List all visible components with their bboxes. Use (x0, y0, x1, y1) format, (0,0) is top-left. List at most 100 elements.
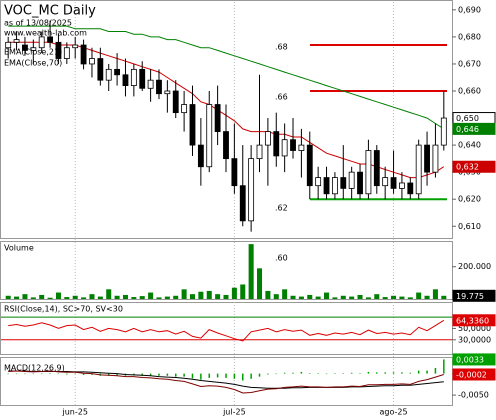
candle-body (365, 150, 372, 195)
volume-bar (240, 284, 246, 299)
volume-bar (248, 244, 254, 299)
histogram-bar (334, 373, 336, 374)
volume-bar (72, 295, 78, 299)
histogram-bar (225, 373, 227, 378)
volume-bar (181, 289, 187, 299)
candle-body (399, 182, 405, 189)
candle-body (357, 171, 363, 195)
volume-bar (215, 294, 221, 299)
y-tick-label: 0,670 (458, 59, 481, 68)
volume-bar (97, 296, 103, 299)
legend-entry: EMA(Close,21) (4, 48, 62, 57)
histogram-bar (359, 373, 361, 374)
candle-body (323, 177, 330, 195)
volume-bar (407, 297, 413, 299)
candle-body (97, 58, 104, 81)
histogram-bar (66, 373, 68, 375)
candle-body (214, 104, 221, 132)
histogram-bar (325, 373, 328, 375)
volume-bar (55, 292, 61, 299)
histogram-bar (7, 373, 9, 375)
candle-body (22, 44, 28, 51)
histogram-bar (174, 373, 177, 377)
candle-body (424, 144, 430, 173)
volume-bar (156, 297, 162, 299)
volume-bar (47, 297, 53, 299)
volume-bar (5, 295, 11, 299)
candle-body (181, 104, 188, 114)
volume-bar (282, 289, 288, 299)
volume-bar (315, 296, 321, 299)
volume-bar (189, 294, 196, 299)
histogram-bar (350, 372, 353, 374)
y-tick-label: 30,0000 (458, 335, 491, 344)
candle-body (130, 68, 137, 86)
histogram-bar (166, 373, 169, 376)
candle-body (189, 104, 196, 146)
annotation: .68 (275, 43, 288, 52)
histogram-bar (417, 370, 420, 374)
volume-bar (340, 295, 346, 299)
last-value-box (452, 314, 496, 327)
last-value-label: 0,632 (456, 163, 479, 172)
candle-body (239, 185, 246, 222)
macd-panel (0, 357, 453, 406)
histogram-bar (376, 372, 378, 374)
last-value-box (452, 160, 496, 173)
candle-body (273, 131, 280, 157)
candle-body (432, 144, 439, 173)
y-tick-label: 200.000 (458, 262, 491, 271)
last-value-label: 64,3360 (456, 316, 489, 325)
candle-body (5, 41, 12, 49)
panel-title: RSI(Close,14), SC>70, SV<30 (4, 305, 123, 314)
histogram-bar (267, 373, 269, 375)
volume-bar (148, 292, 154, 299)
volume-bar (122, 294, 128, 299)
histogram-bar (200, 373, 202, 380)
chart-title: VOC_MC Daily (4, 4, 96, 19)
histogram-bar (233, 373, 236, 379)
histogram-bar (116, 373, 118, 376)
volume-bar (391, 295, 397, 299)
volume-bar (424, 295, 430, 299)
histogram-bar (317, 373, 319, 374)
last-value-label: -0,0002 (456, 370, 487, 379)
candle-body (223, 131, 229, 160)
candle-body (122, 74, 129, 86)
volume-bar (399, 296, 405, 299)
last-value-box (452, 122, 496, 135)
volume-bar (332, 297, 338, 299)
volume-bar (273, 294, 279, 299)
histogram-bar (367, 371, 370, 374)
histogram-bar (300, 371, 303, 374)
candle-body (306, 144, 313, 187)
annotation: .62 (275, 204, 288, 213)
volume-bar (81, 297, 87, 299)
candle-body (382, 177, 389, 187)
volume-bar (39, 294, 45, 299)
candle-body (298, 144, 305, 151)
last-value-box (452, 353, 496, 366)
volume-bar (365, 297, 371, 299)
volume-bar (265, 290, 271, 299)
histogram-bar (401, 372, 403, 374)
volume-bar (64, 297, 70, 299)
plot-layer (1, 2, 452, 405)
candle-body (231, 158, 238, 187)
volume-bar (382, 297, 388, 299)
signal-line (8, 370, 444, 389)
volume-bar (22, 294, 28, 299)
annotation: .60 (275, 254, 288, 263)
candle-body (206, 104, 213, 168)
candle-body (315, 177, 322, 187)
histogram-bar (384, 372, 386, 374)
candle-body (256, 144, 263, 160)
last-value-box (452, 368, 496, 381)
candle-body (164, 90, 171, 95)
y-tick-label: 0,610 (458, 222, 481, 231)
histogram-bar (426, 370, 428, 374)
candle-body (264, 131, 271, 146)
histogram-bar (242, 373, 244, 381)
histogram-bar (342, 373, 345, 374)
